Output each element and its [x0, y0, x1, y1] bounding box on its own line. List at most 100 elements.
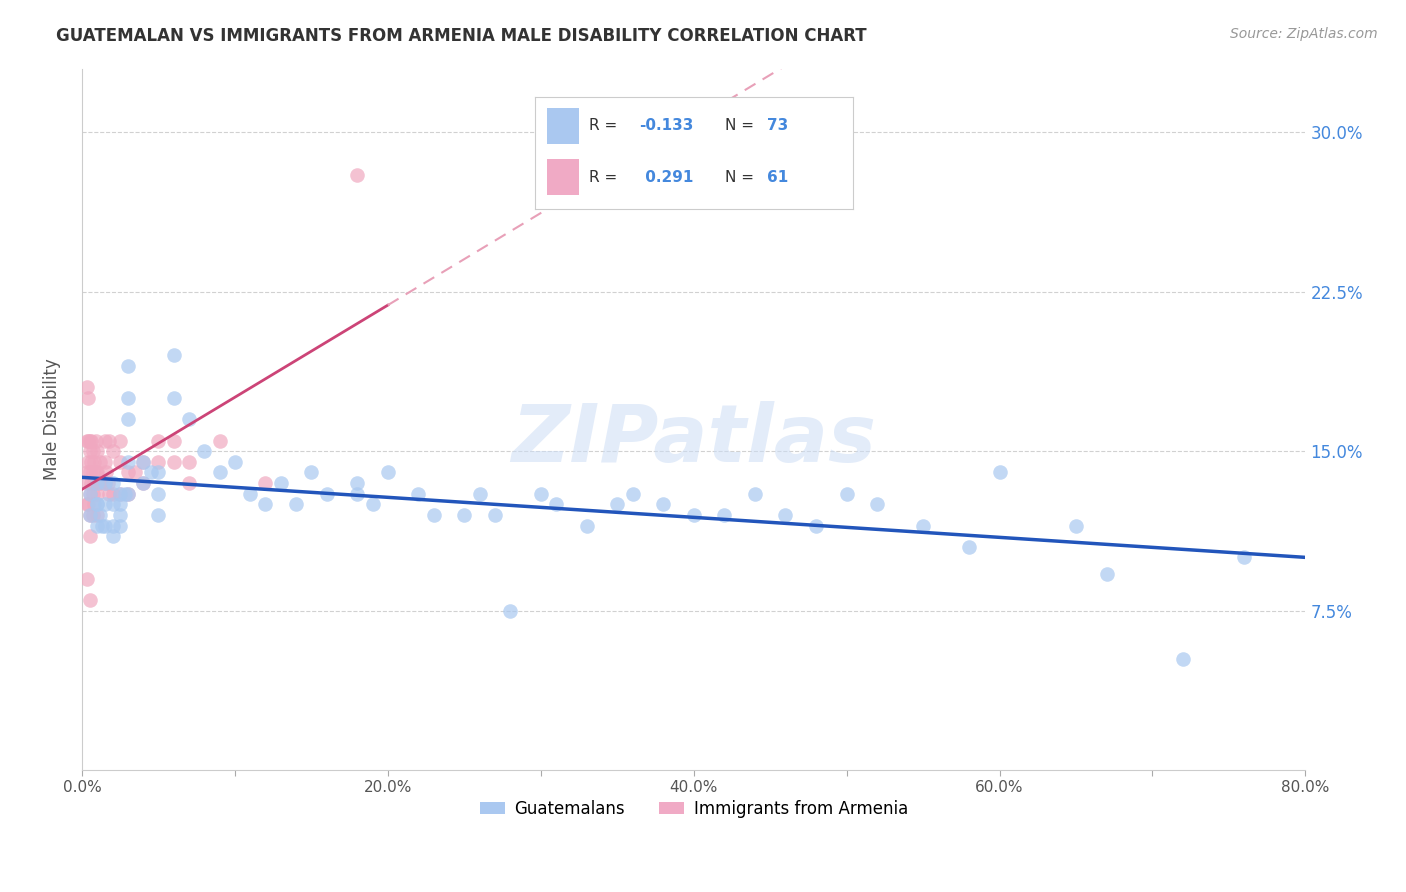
Point [377, 466, 399, 480]
Point [117, 486, 139, 500]
Point [80, 434, 103, 448]
Point [76, 380, 98, 394]
Point [101, 518, 124, 533]
Point [76, 497, 98, 511]
Point [254, 497, 277, 511]
Point [108, 455, 131, 469]
Point [82, 444, 104, 458]
Point [177, 412, 200, 426]
Point [652, 497, 675, 511]
Point [77, 497, 100, 511]
Point [124, 466, 146, 480]
Point [132, 476, 155, 491]
Point [84, 434, 107, 448]
Point [101, 529, 124, 543]
Point [163, 391, 186, 405]
Point [108, 508, 131, 522]
Point [499, 603, 522, 617]
Point [988, 466, 1011, 480]
Point [108, 486, 131, 500]
Point [79, 508, 101, 522]
Point [285, 497, 308, 511]
Point [79, 508, 101, 522]
Point [270, 476, 292, 491]
Point [239, 486, 262, 500]
Point [163, 349, 186, 363]
Point [94, 434, 117, 448]
Text: GUATEMALAN VS IMMIGRANTS FROM ARMENIA MALE DISABILITY CORRELATION CHART: GUATEMALAN VS IMMIGRANTS FROM ARMENIA MA… [56, 27, 868, 45]
Point [148, 466, 170, 480]
Point [453, 508, 475, 522]
Point [79, 529, 101, 543]
Point [117, 412, 139, 426]
Point [79, 434, 101, 448]
Point [86, 486, 108, 500]
Point [484, 508, 506, 522]
Point [101, 444, 124, 458]
Point [84, 466, 107, 480]
Legend: Guatemalans, Immigrants from Armenia: Guatemalans, Immigrants from Armenia [472, 794, 914, 825]
Point [957, 540, 980, 554]
Point [132, 455, 155, 469]
Point [148, 486, 170, 500]
Point [108, 434, 131, 448]
Point [224, 455, 246, 469]
Point [193, 444, 215, 458]
Point [148, 508, 170, 522]
Point [1064, 518, 1087, 533]
Point [148, 455, 170, 469]
Point [468, 486, 491, 500]
Point [208, 466, 231, 480]
Point [575, 518, 598, 533]
Point [82, 466, 104, 480]
Point [1233, 550, 1256, 565]
Point [346, 486, 368, 500]
Point [86, 497, 108, 511]
Point [90, 518, 112, 533]
Point [117, 486, 139, 500]
Point [76, 434, 98, 448]
Point [108, 486, 131, 500]
Point [1095, 567, 1118, 582]
Point [79, 593, 101, 607]
Point [866, 497, 889, 511]
Point [86, 444, 108, 458]
Point [1171, 652, 1194, 666]
Point [83, 476, 105, 491]
Point [299, 466, 322, 480]
Point [163, 434, 186, 448]
Point [108, 518, 131, 533]
Text: ZIPatlas: ZIPatlas [512, 401, 876, 479]
Point [606, 497, 628, 511]
Point [177, 455, 200, 469]
Point [97, 476, 120, 491]
Point [835, 486, 858, 500]
Point [77, 391, 100, 405]
Point [744, 486, 766, 500]
Point [346, 476, 368, 491]
Point [94, 518, 117, 533]
Point [101, 486, 124, 500]
Point [94, 476, 117, 491]
Point [101, 497, 124, 511]
Point [76, 572, 98, 586]
Point [132, 455, 155, 469]
Point [86, 508, 108, 522]
Point [804, 518, 827, 533]
Point [117, 455, 139, 469]
Point [82, 486, 104, 500]
Point [96, 466, 118, 480]
Point [912, 518, 935, 533]
Point [315, 486, 337, 500]
Point [82, 508, 104, 522]
Point [79, 466, 101, 480]
Point [86, 518, 108, 533]
Point [94, 455, 117, 469]
Point [79, 444, 101, 458]
Point [117, 359, 139, 373]
Point [79, 486, 101, 500]
Point [682, 508, 704, 522]
Y-axis label: Male Disability: Male Disability [44, 359, 60, 480]
Point [101, 476, 124, 491]
Point [544, 497, 567, 511]
